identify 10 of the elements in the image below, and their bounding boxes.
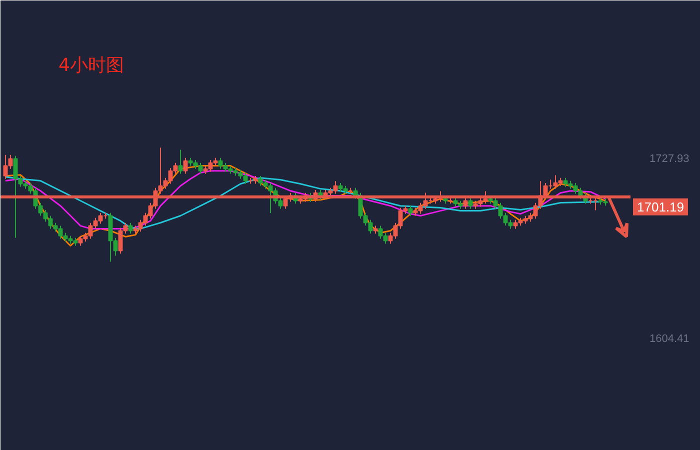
text: 4小时图 (58, 55, 124, 76)
candlestick (178, 149, 183, 174)
y-tick-label: 1604.41 (650, 332, 690, 345)
candlestick (468, 197, 473, 210)
candlestick (408, 205, 413, 216)
y-tick-label: 1727.93 (650, 152, 690, 165)
candlestick (128, 222, 133, 234)
ref-line-label: 1701.19 (637, 199, 684, 214)
line-series (4, 165, 606, 246)
candlestick (183, 157, 188, 174)
